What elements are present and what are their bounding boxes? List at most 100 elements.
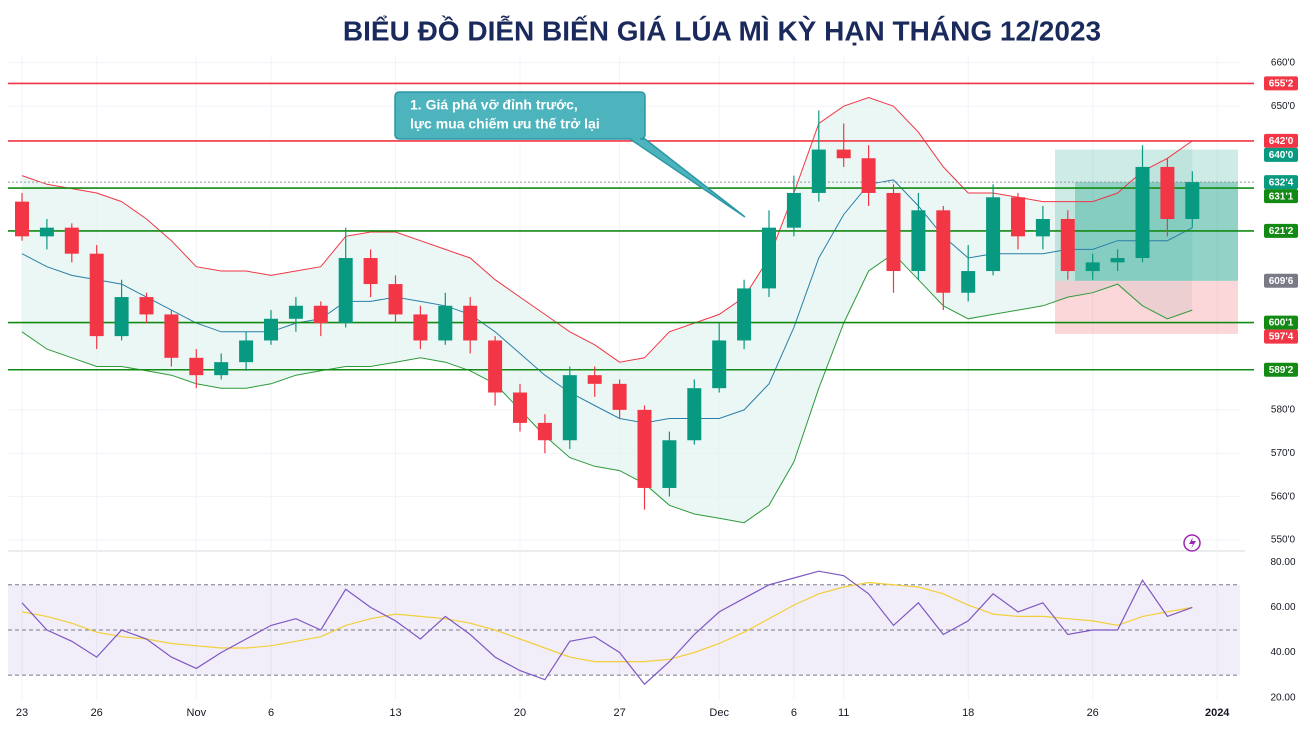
y-tick-label: 560'0	[1271, 491, 1296, 502]
candle-body	[712, 340, 727, 389]
marks: 660'0 650'0 580'0 570'0 560'0 550'0 80.00 60.00…	[8, 55, 1298, 719]
candle-body	[288, 305, 303, 319]
candle-body	[1011, 197, 1025, 237]
level-tag	[1264, 76, 1298, 91]
x-tick-label: 13	[389, 707, 401, 719]
candle-body	[413, 314, 428, 341]
candle-body	[836, 149, 851, 159]
icon-circle	[1183, 534, 1201, 552]
candle-body	[762, 227, 776, 289]
x-tick-label: 26	[91, 707, 103, 719]
candle-body	[164, 314, 179, 358]
level-tag	[1264, 133, 1298, 148]
candle-body	[89, 253, 104, 337]
level-tag	[1264, 175, 1298, 190]
level-tag	[1264, 329, 1298, 344]
candle-body	[39, 227, 54, 237]
candle-body	[239, 340, 254, 363]
x-tick-label: 11	[838, 707, 849, 719]
x-tick-label: 6	[791, 707, 797, 719]
candle-body	[936, 210, 951, 293]
candle-body	[662, 440, 677, 488]
callout-box	[394, 91, 746, 218]
candle-body	[786, 192, 801, 228]
level-tag	[1264, 189, 1298, 204]
candle-body	[463, 305, 478, 341]
y-tick-label: 660'0	[1271, 57, 1296, 68]
x-tick-label: 18	[962, 707, 974, 719]
level-tag	[1264, 223, 1298, 238]
candle-body	[1185, 182, 1200, 219]
x-tick-label: Dec	[709, 707, 729, 719]
candle-body	[114, 297, 129, 337]
candle-body	[1110, 258, 1125, 263]
candle-body	[1035, 218, 1050, 237]
level-tag	[1264, 315, 1298, 330]
level-tag	[1264, 362, 1298, 377]
candle-body	[313, 305, 328, 324]
icon-bolt	[1189, 537, 1196, 549]
x-tick-label: 6	[268, 707, 274, 719]
candle-body	[64, 227, 79, 254]
annotation-line: lực mua chiếm ưu thế trở lại	[410, 116, 600, 132]
candle-body	[637, 409, 652, 488]
candle-body	[587, 375, 602, 384]
candle-body	[886, 192, 901, 272]
candle-body	[363, 258, 378, 285]
annotation-line: 1. Giá phá vỡ đỉnh trước,	[410, 97, 578, 113]
candle-body	[961, 271, 976, 293]
x-tick-label: 20	[514, 707, 526, 719]
candle-body	[737, 288, 752, 341]
level-tag-label: 609'6	[1269, 276, 1294, 287]
candle-body	[388, 284, 403, 315]
y-tick-label: 550'0	[1271, 535, 1296, 546]
band-lower	[21, 253, 1193, 524]
y-tick-label: 570'0	[1271, 448, 1296, 459]
level-tag-label: 632'4	[1269, 177, 1294, 188]
chart-title: BIỂU ĐỒ DIỄN BIẾN GIÁ LÚA MÌ KỲ HẠN THÁN…	[343, 15, 1101, 46]
candle-body	[861, 158, 876, 193]
x-tick-label: 2024	[1205, 707, 1230, 719]
rsi-ma-line	[21, 581, 1193, 663]
annotation: 1. Giá phá vỡ đỉnh trước, lực mua chiếm …	[394, 91, 746, 218]
rsi-tick-label: 20.00	[1270, 692, 1295, 703]
level-tag	[1264, 147, 1298, 162]
x-tick-label: 27	[613, 707, 625, 719]
rsi-tick-label: 80.00	[1270, 557, 1295, 568]
candle-body	[264, 318, 278, 341]
candle-body	[612, 383, 627, 410]
x-tick-label: 23	[16, 707, 28, 719]
candle-body	[986, 197, 1001, 272]
candle-body	[537, 422, 552, 441]
candle-body	[189, 357, 204, 376]
x-tick-label: 26	[1087, 707, 1099, 719]
candle-body	[811, 149, 826, 193]
level-tag-label: 655'2	[1269, 79, 1294, 90]
y-tick-label: 580'0	[1271, 405, 1296, 416]
level-tag-label: 600'1	[1269, 318, 1294, 329]
candle-body	[338, 258, 353, 324]
candle-body	[488, 340, 503, 393]
level-tag-label: 597'4	[1269, 332, 1294, 343]
level-tag-label: 631'1	[1269, 191, 1294, 202]
rsi-tick-label: 40.00	[1270, 647, 1295, 658]
level-tag-label: 621'2	[1269, 226, 1294, 237]
level-tag	[1264, 273, 1298, 288]
candle-body	[513, 392, 527, 423]
candle-body	[911, 210, 926, 272]
candle-body	[1060, 218, 1075, 272]
y-tick-label: 650'0	[1271, 101, 1296, 112]
alert-icon	[1183, 534, 1201, 552]
candle-body	[1135, 166, 1150, 259]
candle-body	[1085, 262, 1100, 272]
level-tag-label: 642'0	[1269, 136, 1294, 147]
band-upper	[21, 96, 1193, 363]
candle-body	[139, 297, 154, 315]
rsi-tick-label: 60.00	[1270, 602, 1295, 613]
candle-body	[214, 362, 229, 376]
candle-body	[687, 388, 702, 441]
x-tick-label: Nov	[187, 707, 207, 719]
level-tag-label: 640'0	[1269, 150, 1294, 161]
